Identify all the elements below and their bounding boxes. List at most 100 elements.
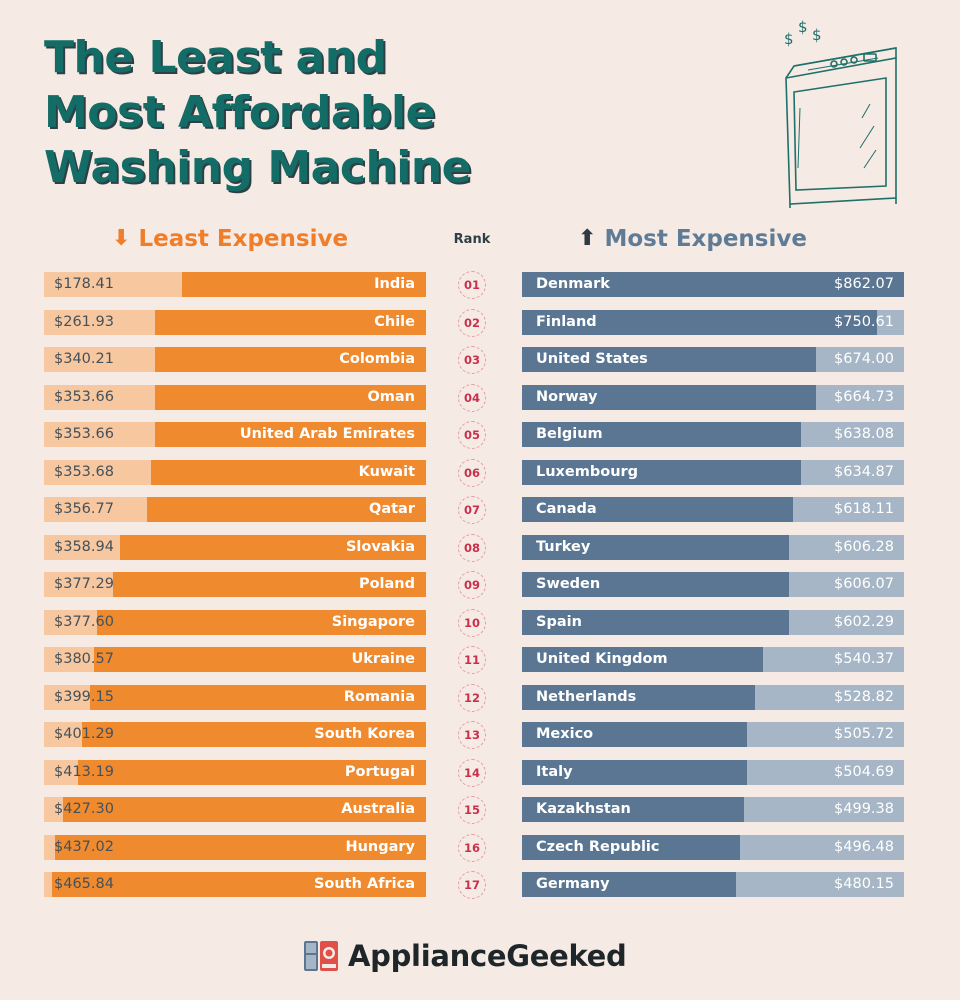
- least-expensive-bar: $380.57 Ukraine: [44, 647, 426, 672]
- least-expensive-bar: $465.84 South Africa: [44, 872, 426, 897]
- country-label: South Korea: [314, 726, 415, 742]
- price-label: $399.15: [54, 689, 114, 705]
- country-label: Kuwait: [358, 464, 415, 480]
- country-label: United Kingdom: [536, 651, 668, 667]
- least-expensive-bar: $353.66 Oman: [44, 385, 426, 410]
- svg-text:$: $: [784, 30, 794, 48]
- bar-fill: [522, 572, 790, 597]
- most-expensive-bar: Belgium $638.08: [522, 422, 904, 447]
- bar-fill: [147, 497, 426, 522]
- rank-badge: 02: [458, 309, 486, 337]
- arrow-down-icon: ⬇: [112, 226, 131, 251]
- country-label: Ukraine: [351, 651, 415, 667]
- bar-fill: [522, 610, 790, 635]
- svg-text:$: $: [798, 18, 808, 36]
- price-label: $353.68: [54, 464, 114, 480]
- country-label: Italy: [536, 764, 573, 780]
- price-label: $496.48: [834, 839, 894, 855]
- most-expensive-bar: Spain $602.29: [522, 610, 904, 635]
- price-label: $674.00: [834, 351, 894, 367]
- price-label: $602.29: [834, 614, 894, 630]
- bar-fill: [522, 347, 817, 372]
- most-expensive-bar: Mexico $505.72: [522, 722, 904, 747]
- least-expensive-bar: $261.93 Chile: [44, 310, 426, 335]
- price-label: $261.93: [54, 314, 114, 330]
- price-label: $606.07: [834, 576, 894, 592]
- bar-fill: [522, 310, 878, 335]
- bar-fill: [154, 347, 426, 372]
- bar-fill: [78, 760, 426, 785]
- washing-machine-icon: $ $ $: [784, 18, 897, 208]
- most-expensive-bar: Kazakhstan $499.38: [522, 797, 904, 822]
- country-label: Chile: [374, 314, 415, 330]
- most-expensive-bar: Italy $504.69: [522, 760, 904, 785]
- country-label: Norway: [536, 389, 598, 405]
- least-expensive-bar: $353.66 United Arab Emirates: [44, 422, 426, 447]
- rank-badge: 01: [458, 271, 486, 299]
- price-label: $664.73: [834, 389, 894, 405]
- price-label: $618.11: [834, 501, 894, 517]
- most-expensive-label: Most Expensive: [604, 226, 807, 252]
- price-label: $634.87: [834, 464, 894, 480]
- price-label: $353.66: [54, 389, 114, 405]
- bar-fill: [522, 535, 790, 560]
- price-label: $505.72: [834, 726, 894, 742]
- price-label: $499.38: [834, 801, 894, 817]
- bar-fill: [522, 835, 740, 860]
- country-label: Colombia: [339, 351, 415, 367]
- most-expensive-bar: United Kingdom $540.37: [522, 647, 904, 672]
- country-label: Oman: [367, 389, 415, 405]
- country-label: Hungary: [345, 839, 415, 855]
- country-label: Denmark: [536, 276, 610, 292]
- bar-fill: [154, 385, 426, 410]
- rank-badge: 03: [458, 346, 486, 374]
- bar-fill: [154, 310, 426, 335]
- price-label: $540.37: [834, 651, 894, 667]
- country-label: Slovakia: [345, 539, 415, 555]
- most-expensive-bar: Germany $480.15: [522, 872, 904, 897]
- price-label: $528.82: [834, 689, 894, 705]
- country-label: South Africa: [313, 876, 415, 892]
- country-label: Turkey: [536, 539, 591, 555]
- bar-fill: [522, 497, 794, 522]
- rank-badge: 06: [458, 459, 486, 487]
- most-expensive-header: ⬆ Most Expensive: [578, 222, 807, 256]
- rank-badge: 07: [458, 496, 486, 524]
- bar-fill: [522, 385, 817, 410]
- most-expensive-bar: Czech Republic $496.48: [522, 835, 904, 860]
- price-label: $504.69: [834, 764, 894, 780]
- price-label: $353.66: [54, 426, 114, 442]
- least-expensive-bar: $377.29 Poland: [44, 572, 426, 597]
- least-expensive-bar: $427.30 Australia: [44, 797, 426, 822]
- rank-badge: 09: [458, 571, 486, 599]
- bar-fill: [522, 272, 904, 297]
- price-label: $358.94: [54, 539, 114, 555]
- most-expensive-bar: Turkey $606.28: [522, 535, 904, 560]
- bar-fill: [522, 760, 748, 785]
- bar-fill: [522, 422, 801, 447]
- price-label: $606.28: [834, 539, 894, 555]
- bar-fill: [97, 610, 426, 635]
- country-label: United Arab Emirates: [239, 426, 415, 442]
- most-expensive-bar: Luxembourg $634.87: [522, 460, 904, 485]
- country-label: Sweden: [536, 576, 601, 592]
- country-label: Kazakhstan: [536, 801, 631, 817]
- rank-badge: 04: [458, 384, 486, 412]
- bar-fill: [522, 872, 736, 897]
- least-expensive-bar: $340.21 Colombia: [44, 347, 426, 372]
- logo: ApplianceGeeked: [302, 935, 627, 977]
- bar-fill: [181, 272, 426, 297]
- most-expensive-bar: United States $674.00: [522, 347, 904, 372]
- country-label: Canada: [536, 501, 597, 517]
- least-expensive-bar: $358.94 Slovakia: [44, 535, 426, 560]
- least-expensive-bar: $399.15 Romania: [44, 685, 426, 710]
- country-label: Finland: [536, 314, 597, 330]
- bar-fill: [150, 460, 426, 485]
- price-label: $380.57: [54, 651, 114, 667]
- most-expensive-bar: Denmark $862.07: [522, 272, 904, 297]
- country-label: Spain: [536, 614, 582, 630]
- logo-text: ApplianceGeeked: [348, 939, 627, 973]
- bar-fill: [522, 647, 763, 672]
- country-label: Singapore: [331, 614, 415, 630]
- price-label: $377.29: [54, 576, 114, 592]
